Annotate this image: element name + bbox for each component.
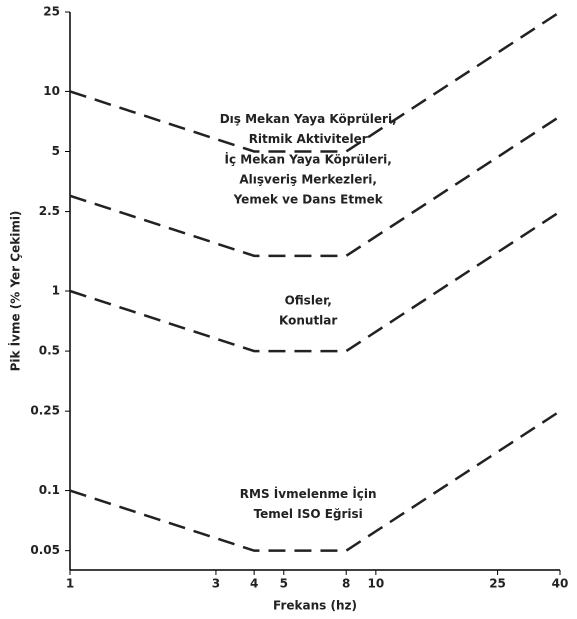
x-tick-label: 25 [489,577,506,591]
x-tick-label: 8 [342,577,350,591]
x-tick-label: 4 [250,577,258,591]
series-line [69,115,561,258]
curve-label: İç Mekan Yaya Köprüleri, [225,151,392,166]
y-tick-label: 5 [52,144,60,158]
y-tick-label: 0.25 [30,404,60,418]
curve-label: Konutlar [279,314,337,328]
x-tick-label: 10 [368,577,385,591]
series-line [69,10,561,153]
x-tick-label: 5 [280,577,288,591]
x-tick-label: 1 [66,577,74,591]
curve-label: Temel ISO Eğrisi [254,507,363,521]
y-tick-label: 0.1 [39,483,60,497]
curve-label: Ofisler, [285,294,332,308]
curve-label: RMS İvmelenme İçin [240,486,377,501]
curve-label: Ritmik Aktiviteler [249,132,368,146]
y-tick-label: 10 [43,84,60,98]
y-tick-label: 0.05 [30,543,60,557]
y-tick-label: 1 [52,284,60,298]
series-line [69,410,561,552]
x-tick-label: 3 [212,577,220,591]
y-tick-label: 25 [43,5,60,19]
series-line [69,210,561,353]
y-tick-label: 2.5 [39,204,60,218]
y-axis-title: Pik İvme (% Yer Çekimi) [8,211,23,372]
curve-label: Yemek ve Dans Etmek [233,192,384,206]
curve-label: Dış Mekan Yaya Köprüleri, [220,112,397,126]
x-tick-label: 40 [552,577,569,591]
curve-label: Alışveriş Merkezleri, [239,172,377,186]
x-axis-title: Frekans (hz) [273,599,357,613]
y-tick-label: 0.5 [39,344,60,358]
